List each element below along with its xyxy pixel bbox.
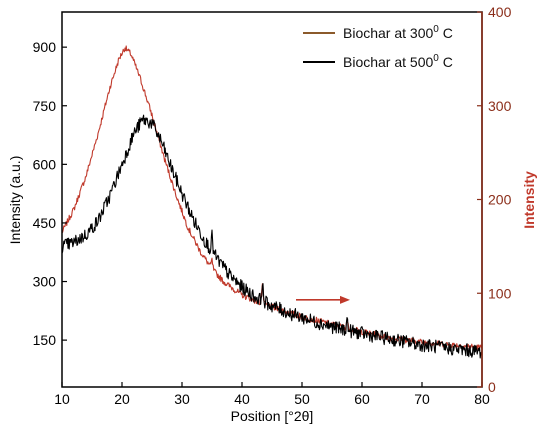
y-left-tick-label: 450 <box>33 215 57 231</box>
legend-label-500: Biochar at 5000 C <box>343 53 453 70</box>
y-right-tick-label: 300 <box>488 98 512 114</box>
series-layer <box>62 45 482 359</box>
y-right-tick-label: 0 <box>488 379 496 395</box>
legend: Biochar at 3000 C Biochar at 5000 C <box>303 24 453 70</box>
y-right-tick-label: 100 <box>488 285 512 301</box>
x-axis-title: Position [°2θ] <box>231 408 314 424</box>
y-left-tick-label: 300 <box>33 274 57 290</box>
x-tick-label: 70 <box>414 391 430 407</box>
legend-label-300: Biochar at 3000 C <box>343 24 453 41</box>
y-right-tick-label: 200 <box>488 192 512 208</box>
x-tick-label: 80 <box>474 391 490 407</box>
y-left-tick-label: 900 <box>33 39 57 55</box>
x-tick-label: 30 <box>174 391 190 407</box>
x-tick-label: 20 <box>114 391 130 407</box>
y-left-tick-label: 750 <box>33 98 57 114</box>
y-axis-left: 150 300 450 600 750 900 <box>33 39 67 348</box>
y-left-tick-label: 150 <box>33 332 57 348</box>
x-tick-label: 40 <box>234 391 250 407</box>
y-axis-right: 0 100 200 300 400 <box>477 4 512 395</box>
y-axis-left-title: Intensity (a.u.) <box>7 156 23 245</box>
x-tick-label: 50 <box>294 391 310 407</box>
y-left-tick-label: 600 <box>33 156 57 172</box>
x-axis: 10 20 30 40 50 60 70 80 <box>54 382 490 407</box>
annotation-layer <box>296 295 350 304</box>
x-tick-label: 10 <box>54 391 70 407</box>
y-right-tick-label: 400 <box>488 4 512 20</box>
x-tick-label: 60 <box>354 391 370 407</box>
series-line-500 <box>62 114 482 359</box>
annotation-arrow <box>296 295 350 304</box>
y-axis-right-title: Intensity <box>521 171 537 229</box>
